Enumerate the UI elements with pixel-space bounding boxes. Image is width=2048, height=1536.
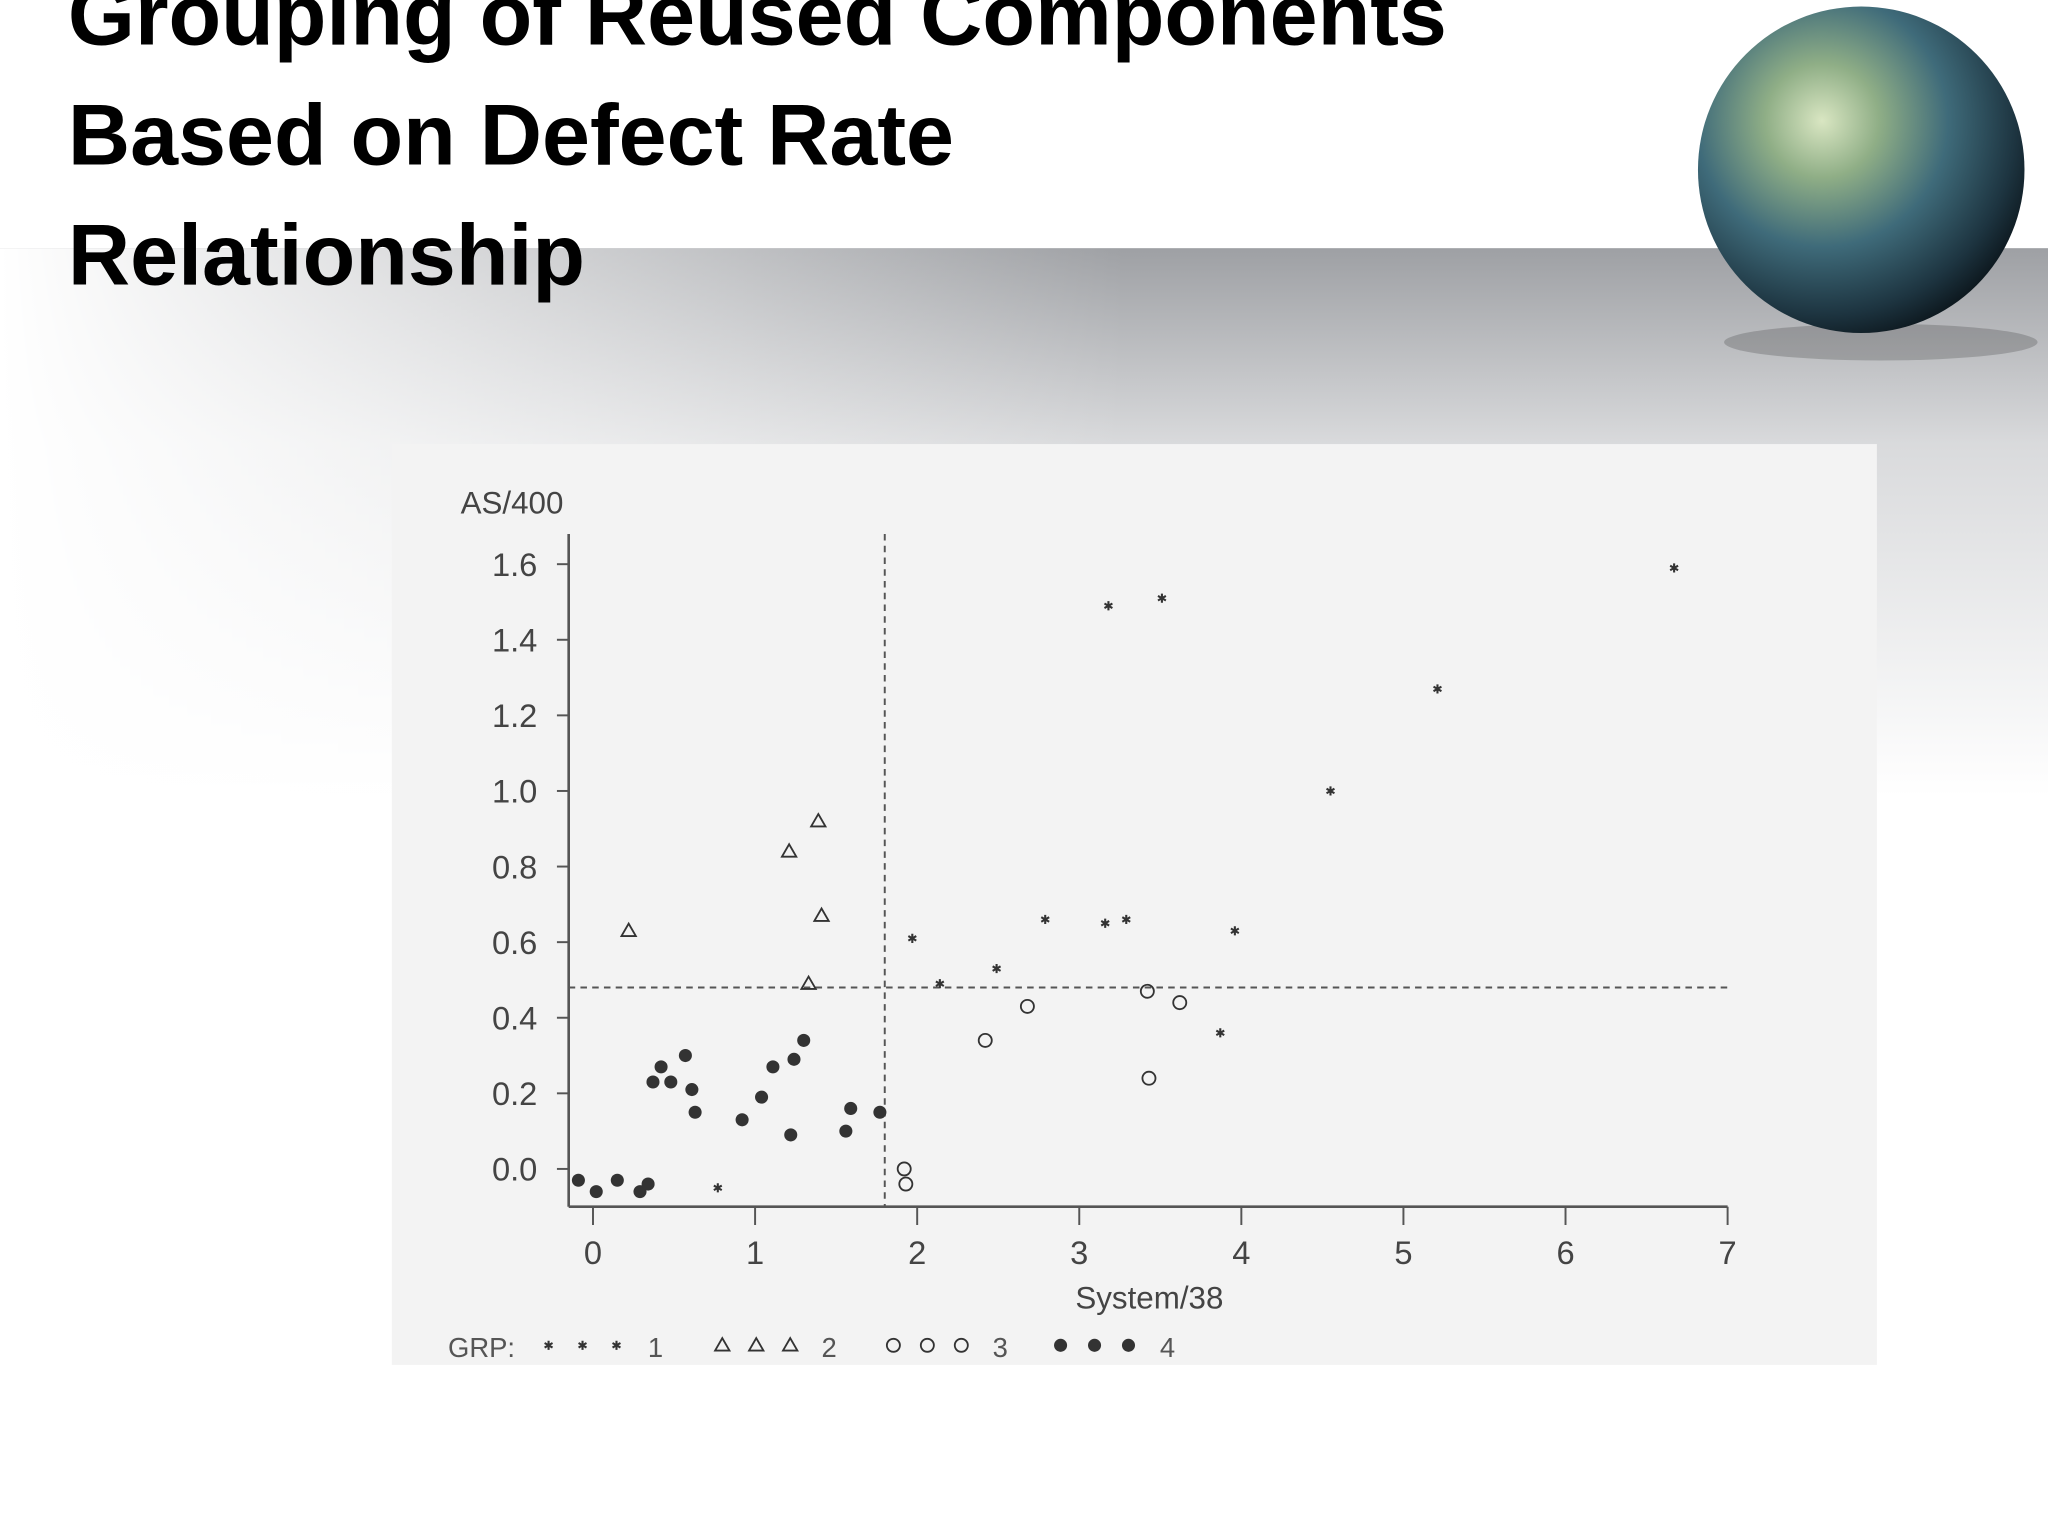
point <box>898 1176 914 1192</box>
plot: 0.0 0.2 0.4 0.6 0.8 1.0 1.2 1.4 1.6 0 1 2 3 4 5 6 7 1 2 3 4 <box>492 533 1737 1363</box>
legend-marker <box>781 1336 799 1352</box>
y-tick-label: 0.6 <box>492 924 537 961</box>
point <box>799 974 818 990</box>
point <box>1432 684 1442 694</box>
legend-title: GRP: <box>448 1332 515 1363</box>
x-tick-label: 4 <box>1232 1234 1250 1271</box>
point <box>619 921 638 937</box>
point <box>1215 1028 1225 1038</box>
globe-shadow <box>1724 323 2038 361</box>
legend-marker <box>885 1337 901 1353</box>
title-line: Grouping of Reused Components <box>68 0 1447 63</box>
y-tick-label: 0.8 <box>492 848 537 885</box>
point <box>641 1177 655 1191</box>
x-axis-label: System/38 <box>1075 1281 1223 1316</box>
chart-panel <box>391 444 1877 1365</box>
y-tick-label: 1.2 <box>492 697 537 734</box>
point <box>678 1049 692 1063</box>
point <box>797 1033 811 1047</box>
point <box>1669 563 1679 573</box>
point <box>784 1128 798 1142</box>
point <box>812 906 831 922</box>
x-tick-label: 2 <box>908 1234 926 1271</box>
point <box>1103 601 1113 611</box>
point <box>571 1173 585 1187</box>
y-axis-label: AS/400 <box>461 485 564 520</box>
point <box>977 1032 993 1048</box>
point <box>907 933 917 943</box>
legend-marker <box>953 1337 969 1353</box>
legend-label: 4 <box>1160 1332 1175 1363</box>
point <box>685 1083 699 1097</box>
y-tick-label: 1.6 <box>492 546 537 583</box>
point <box>839 1124 853 1138</box>
legend-marker <box>747 1336 766 1352</box>
point <box>1230 926 1240 936</box>
y-tick-label: 1.4 <box>492 622 537 659</box>
point <box>766 1060 780 1074</box>
point <box>755 1090 769 1104</box>
point <box>873 1105 887 1119</box>
legend-label: 3 <box>993 1332 1008 1363</box>
x-tick-label: 5 <box>1394 1234 1412 1271</box>
point <box>1121 914 1131 925</box>
point <box>1139 983 1155 999</box>
y-tick-label: 1.0 <box>492 773 537 810</box>
legend-marker <box>544 1340 554 1350</box>
legend-marker <box>1088 1338 1102 1352</box>
point <box>1040 914 1050 925</box>
y-tick-label: 0.4 <box>492 999 537 1036</box>
point <box>809 812 828 828</box>
point <box>1019 998 1035 1014</box>
x-tick-label: 7 <box>1719 1234 1737 1271</box>
legend-marker <box>612 1340 621 1350</box>
x-tick-label: 3 <box>1070 1234 1088 1271</box>
legend-marker <box>1121 1338 1136 1352</box>
x-tick-label: 6 <box>1556 1234 1574 1271</box>
x-tick-label: 0 <box>584 1234 602 1271</box>
point <box>688 1105 702 1119</box>
point <box>896 1161 912 1177</box>
legend-marker <box>713 1336 732 1352</box>
point <box>780 842 798 858</box>
point <box>992 964 1002 974</box>
legend-marker <box>1054 1338 1068 1352</box>
legend-label: 2 <box>822 1332 837 1363</box>
point <box>1141 1070 1157 1086</box>
x-tick-label: 1 <box>746 1234 764 1271</box>
legend-label: 1 <box>648 1332 663 1363</box>
y-tick-label: 0.0 <box>492 1151 537 1188</box>
legend-marker <box>578 1340 588 1350</box>
title-line: Relationship <box>68 208 585 304</box>
point <box>654 1060 668 1074</box>
point <box>735 1113 749 1127</box>
point <box>1100 918 1110 928</box>
point <box>1326 786 1335 796</box>
point <box>1157 593 1167 603</box>
point <box>844 1101 858 1115</box>
point <box>935 979 945 989</box>
point <box>646 1075 660 1089</box>
point <box>589 1185 603 1199</box>
globe <box>1697 6 2025 334</box>
point <box>787 1052 801 1066</box>
point <box>713 1183 723 1193</box>
point <box>664 1075 678 1089</box>
point <box>1172 995 1188 1011</box>
legend-marker <box>919 1337 935 1353</box>
y-tick-label: 0.2 <box>492 1075 537 1112</box>
title-line: Based on Defect Rate <box>68 88 954 184</box>
point <box>610 1173 624 1187</box>
